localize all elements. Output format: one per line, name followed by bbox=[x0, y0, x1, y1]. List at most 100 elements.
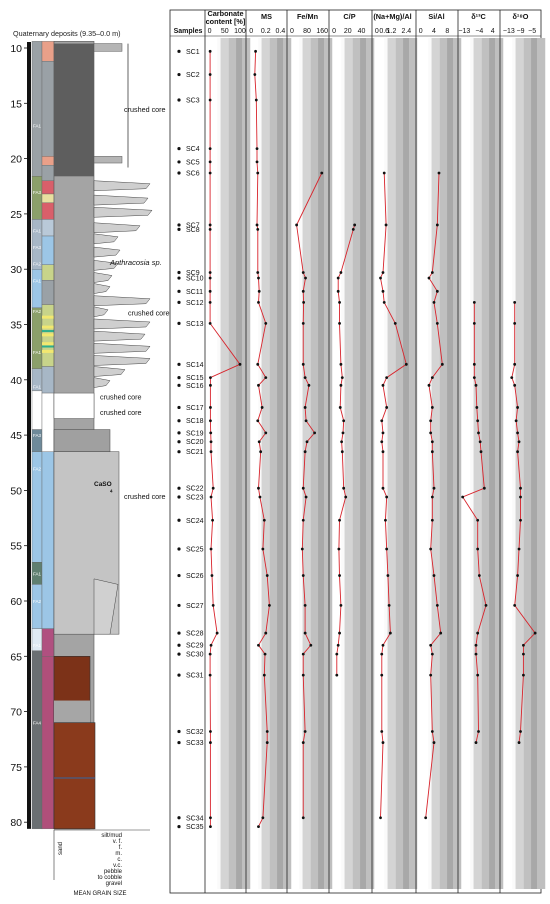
grain-size-label: v.c. bbox=[113, 863, 122, 869]
depth-tick-label: 35 bbox=[10, 320, 22, 332]
data-point-namg bbox=[388, 631, 392, 635]
data-point-carb bbox=[209, 419, 212, 423]
panel-title: Fe/Mn bbox=[297, 12, 318, 21]
grain-size-label: m. bbox=[115, 851, 122, 857]
data-point-sial bbox=[435, 321, 439, 325]
panel-tick-label: 8 bbox=[445, 28, 449, 35]
grain-size-label: f. bbox=[119, 845, 123, 851]
data-point-femn bbox=[301, 741, 305, 744]
facies-band bbox=[31, 41, 43, 177]
facies-label: FA2 bbox=[33, 466, 42, 471]
data-point-femn bbox=[301, 486, 305, 490]
data-point-femn bbox=[301, 321, 305, 325]
panel-tick-label: 50 bbox=[221, 28, 229, 35]
lithology-color-band bbox=[41, 656, 55, 830]
data-point-femn bbox=[304, 419, 308, 423]
data-point-carb bbox=[208, 652, 212, 656]
depth-tick-label: 10 bbox=[10, 43, 22, 55]
bed-protrusion bbox=[93, 43, 123, 52]
sandstone-wedge bbox=[93, 330, 146, 342]
data-point-sial bbox=[430, 518, 434, 522]
sample-label: SC6 bbox=[186, 170, 200, 177]
depth-ruler-segment bbox=[27, 180, 31, 259]
data-point-d13c bbox=[472, 300, 476, 304]
annotation-caso4-subscript: 4 bbox=[110, 489, 113, 494]
data-point-d13c bbox=[472, 362, 476, 366]
sample-label: SC4 bbox=[186, 146, 200, 153]
data-point-femn bbox=[303, 730, 307, 733]
lithology-color-band bbox=[41, 193, 55, 204]
data-point-namg bbox=[385, 495, 389, 499]
sample-dot bbox=[177, 573, 181, 578]
sample-dot bbox=[177, 603, 181, 608]
data-point-femn bbox=[301, 816, 305, 820]
sample-label: SC25 bbox=[186, 547, 204, 554]
data-point-carb bbox=[211, 486, 215, 490]
data-point-namg bbox=[385, 547, 389, 551]
lithology-color-band bbox=[41, 156, 55, 166]
sample-dot bbox=[177, 419, 181, 423]
data-point-d13c bbox=[461, 495, 465, 499]
data-point-cp bbox=[339, 362, 343, 366]
data-point-namg bbox=[380, 440, 384, 444]
thin-bed bbox=[42, 345, 54, 348]
depth-tick-label: 25 bbox=[10, 209, 22, 221]
facies-band bbox=[31, 269, 43, 309]
sample-label: SC12 bbox=[186, 300, 204, 307]
data-point-d13c bbox=[477, 431, 480, 435]
data-point-d18o bbox=[516, 431, 519, 435]
panel-tick-label: 4 bbox=[432, 28, 436, 35]
data-point-d13c bbox=[482, 486, 486, 490]
facies-label: FA1 bbox=[33, 643, 42, 648]
data-point-ms bbox=[255, 160, 259, 164]
data-point-d13c bbox=[476, 673, 480, 677]
facies-label: FA1 bbox=[33, 571, 42, 576]
lithology-color-band bbox=[41, 264, 55, 281]
data-point-carb bbox=[208, 673, 212, 677]
sample-label: SC31 bbox=[186, 673, 204, 680]
data-point-d18o bbox=[510, 376, 514, 379]
annotation-crushed-core: crushed core bbox=[128, 309, 170, 318]
data-point-cp bbox=[351, 227, 355, 231]
data-point-ms bbox=[262, 518, 266, 522]
panel-tick-label: 100 bbox=[234, 28, 246, 35]
data-point-d18o bbox=[513, 362, 517, 366]
sample-dot bbox=[177, 227, 181, 231]
depth-tick-label: 45 bbox=[10, 430, 22, 442]
data-point-cp bbox=[344, 495, 348, 499]
data-point-d18o bbox=[516, 574, 519, 577]
data-point-carb bbox=[208, 223, 212, 227]
red-bed-lower bbox=[53, 722, 96, 830]
sample-label: SC23 bbox=[186, 495, 204, 502]
data-point-cp bbox=[336, 276, 340, 280]
facies-label: FA3 bbox=[33, 245, 42, 250]
panel-tick-label: −13 bbox=[503, 28, 515, 35]
data-point-ms bbox=[257, 276, 260, 280]
sample-label: SC7 bbox=[186, 222, 200, 229]
panel-tick-label: 4 bbox=[491, 28, 495, 35]
data-point-ms bbox=[256, 362, 260, 366]
data-point-ms bbox=[264, 431, 268, 435]
sandstone-wedge bbox=[93, 194, 149, 206]
sandstone-wedge bbox=[93, 295, 151, 307]
sample-dot bbox=[177, 740, 181, 745]
sample-label: SC14 bbox=[186, 362, 204, 369]
facies-label: FA2 bbox=[33, 599, 42, 604]
sample-dot bbox=[177, 729, 181, 734]
data-point-ms bbox=[257, 300, 260, 304]
sample-dot bbox=[177, 223, 181, 227]
sample-label: SC28 bbox=[186, 631, 204, 638]
sample-dot bbox=[177, 450, 181, 454]
sample-label: SC29 bbox=[186, 643, 204, 650]
panel-tick-label: 0 bbox=[290, 28, 294, 35]
data-point-femn bbox=[295, 223, 299, 227]
sample-dot bbox=[177, 321, 181, 325]
sample-label: SC16 bbox=[186, 383, 204, 390]
grain-size-label: pebble bbox=[104, 869, 123, 875]
data-point-cp bbox=[338, 518, 341, 522]
data-point-cp bbox=[340, 440, 344, 444]
data-point-d18o bbox=[517, 440, 521, 444]
panel-shade bbox=[537, 38, 546, 889]
data-point-carb bbox=[209, 495, 213, 499]
data-point-cp bbox=[340, 450, 344, 454]
